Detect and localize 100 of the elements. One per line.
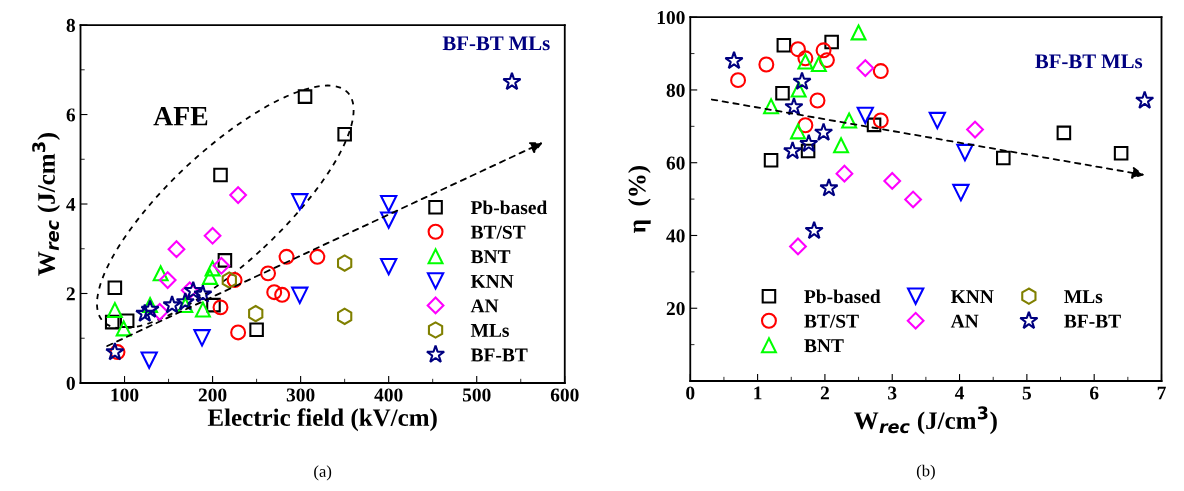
point — [813, 122, 834, 141]
point — [758, 56, 775, 73]
point — [226, 272, 243, 289]
text: (a) — [314, 465, 332, 481]
point — [835, 164, 854, 183]
annotation: AFE — [153, 106, 208, 126]
point — [278, 248, 295, 265]
point — [180, 281, 199, 300]
text: (b) — [916, 464, 935, 480]
x-tick-label: 3 — [888, 386, 897, 400]
y-tick-label: 80 — [666, 83, 685, 97]
legend-label: BNT — [804, 339, 844, 353]
point — [776, 37, 792, 53]
point — [819, 178, 839, 197]
point — [274, 286, 291, 303]
point — [193, 284, 213, 303]
legend-label: MLs — [470, 324, 509, 337]
point — [789, 237, 807, 256]
point — [1056, 125, 1072, 141]
legend-label: Pb-based — [804, 289, 881, 304]
point — [856, 106, 874, 125]
y-axis-title: η (%) — [628, 166, 651, 233]
point — [799, 133, 819, 153]
legend-label: BT/ST — [804, 314, 859, 328]
point — [790, 81, 807, 98]
point — [230, 324, 247, 341]
point — [1135, 90, 1155, 109]
x-tick-label: 500 — [462, 388, 491, 402]
x-tick-label: 4 — [954, 386, 965, 400]
point — [380, 257, 398, 276]
legend-label: BNT — [470, 250, 511, 264]
point — [309, 248, 326, 265]
x-tick-label: 5 — [1022, 386, 1032, 400]
point — [158, 271, 177, 289]
point — [106, 302, 123, 319]
point — [162, 295, 182, 314]
point — [260, 265, 277, 282]
point — [996, 150, 1011, 166]
point — [810, 56, 827, 73]
y-tick-label: 40 — [666, 229, 685, 243]
point — [291, 193, 309, 211]
point — [966, 120, 984, 139]
point — [800, 143, 816, 159]
x-axis-title: Electric field (kV/cm) — [207, 408, 437, 432]
y-tick-label: 20 — [666, 302, 685, 316]
point — [221, 271, 237, 289]
legend-label: Pb-based — [470, 200, 548, 215]
point — [724, 50, 744, 70]
point — [140, 351, 158, 369]
point — [212, 256, 231, 275]
point — [204, 260, 221, 277]
x-tick-label: 300 — [286, 388, 315, 402]
annotation: BF-BT MLs — [442, 36, 550, 51]
x-tick-label: 400 — [374, 388, 403, 402]
point — [177, 297, 194, 314]
y-tick-label: 0 — [66, 376, 75, 390]
point — [337, 126, 352, 142]
point — [792, 71, 812, 90]
x-tick-label: 6 — [1089, 386, 1099, 400]
point — [883, 172, 902, 190]
point — [804, 220, 824, 240]
point — [193, 329, 211, 347]
point — [203, 226, 222, 245]
point — [502, 71, 522, 91]
point — [775, 85, 790, 101]
point — [928, 111, 947, 130]
point — [815, 42, 832, 59]
legend-label: AN — [470, 299, 499, 313]
x-tick-label: 200 — [198, 388, 227, 402]
point — [763, 98, 780, 115]
point — [291, 286, 309, 304]
point — [109, 344, 126, 361]
point — [1113, 145, 1129, 161]
point — [140, 299, 160, 318]
legend-label: BF-BT — [470, 348, 528, 362]
point — [297, 89, 313, 104]
legend-label: KNN — [950, 290, 994, 303]
x-tick-label: 600 — [550, 388, 579, 402]
point — [866, 117, 882, 133]
point — [152, 265, 169, 282]
point — [150, 302, 169, 321]
point — [818, 52, 835, 69]
y-tick-label: 100 — [657, 11, 685, 25]
point — [175, 291, 195, 311]
y-axis-title: W$_{rec}$ (J/cm$^{3}$) — [32, 133, 61, 276]
x-axis-title: W$_{rec}$ (J/cm$^{3}$) — [854, 406, 997, 435]
point — [856, 59, 875, 78]
point — [201, 268, 218, 285]
x-tick-label: 0 — [686, 386, 695, 400]
point — [380, 194, 398, 213]
point — [730, 72, 747, 89]
point — [142, 297, 159, 314]
point — [167, 240, 186, 259]
legend-label: BT/ST — [470, 225, 526, 239]
x-tick-label: 100 — [111, 388, 139, 402]
legend-label: KNN — [470, 274, 514, 288]
y-tick-label: 4 — [66, 197, 76, 211]
annotation: BF-BT MLs — [1035, 54, 1143, 69]
point — [249, 322, 264, 338]
point — [784, 96, 804, 116]
